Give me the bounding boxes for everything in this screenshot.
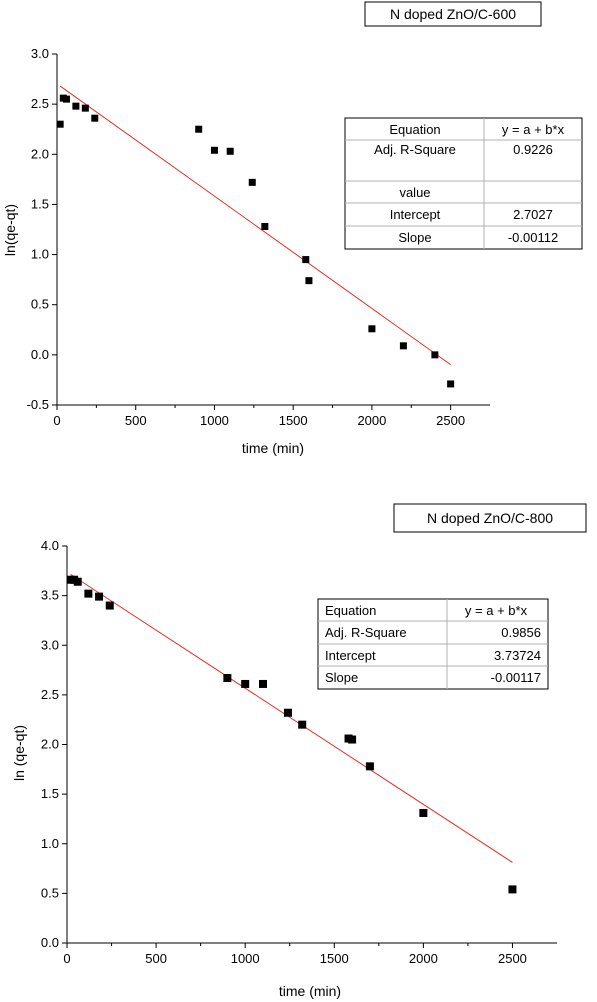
- data-point: [365, 762, 374, 771]
- data-point: [105, 601, 114, 610]
- data-point: [248, 178, 256, 186]
- y-tick-label: 2.5: [31, 96, 49, 111]
- x-tick-label: 1500: [320, 951, 349, 966]
- data-point: [195, 125, 203, 133]
- data-point: [298, 720, 307, 729]
- data-point: [210, 146, 218, 154]
- data-point: [508, 885, 517, 894]
- chart-n-doped-600: N doped ZnO/C-600 0 500 1000 1500 2000 2500 -…: [2, 1, 583, 456]
- y-tick-label: 1.0: [31, 247, 49, 262]
- x-tick-label: 2500: [498, 951, 527, 966]
- data-point: [62, 95, 70, 103]
- x-tick-label: 1000: [231, 951, 260, 966]
- chart-n-doped-800: N doped ZnO/C-800 0 500 1000 1500 2000 2500 0…: [11, 503, 587, 999]
- y-tick-label: 1.5: [31, 196, 49, 211]
- data-point: [305, 277, 313, 285]
- fit-line-group: [70, 573, 513, 863]
- data-point: [259, 679, 267, 688]
- chart-title: N doped ZnO/C-800: [427, 510, 553, 526]
- fit-table-cell: Slope: [325, 670, 358, 685]
- data-point: [302, 256, 310, 264]
- fit-table-cell: 3.73724: [494, 648, 541, 663]
- x-ticks: 0 500 1000 1500 2000 2500: [53, 405, 465, 428]
- fit-table-cell: 2.7027: [513, 207, 553, 222]
- fit-table-cell: y = a + b*x: [502, 122, 565, 137]
- y-tick-label: -0.5: [27, 397, 49, 412]
- fit-table-cell: Equation: [389, 122, 440, 137]
- x-axis-title: time (min): [242, 440, 304, 456]
- fit-table-cell: Adj. R-Square: [325, 625, 407, 640]
- data-point: [226, 147, 234, 155]
- y-tick-label: 4.0: [41, 538, 59, 553]
- fit-table-cell: value: [399, 185, 430, 200]
- data-point: [283, 708, 292, 717]
- y-tick-label: 3.5: [41, 588, 59, 603]
- fit-table-cell: Slope: [398, 230, 431, 245]
- data-point: [95, 592, 104, 601]
- x-tick-label: 2000: [357, 413, 386, 428]
- title-box: [393, 503, 587, 533]
- data-point: [84, 589, 93, 598]
- x-tick-label: 500: [125, 413, 147, 428]
- fit-table-cell: -0.00112: [508, 230, 558, 245]
- fit-table-cell: y = a + b*x: [465, 603, 528, 618]
- data-point: [241, 679, 250, 688]
- y-axis-title: ln(qe-qt): [2, 204, 18, 256]
- chart-title: N doped ZnO/C-600: [390, 6, 516, 22]
- title-box: [364, 1, 542, 27]
- data-point: [73, 577, 82, 586]
- y-tick-label: 2.0: [41, 737, 59, 752]
- fit-table-cell: Intercept: [325, 648, 376, 663]
- data-point: [56, 120, 64, 128]
- x-tick-label: 2000: [409, 951, 438, 966]
- data-point: [223, 674, 232, 683]
- data-point: [81, 104, 89, 112]
- y-ticks: -0.5 0.0 0.5 1.0 1.5 2.0 2.5 3.0: [27, 46, 57, 412]
- y-tick-label: 3.0: [41, 637, 59, 652]
- y-tick-label: 0.0: [31, 347, 49, 362]
- y-tick-label: 2.0: [31, 146, 49, 161]
- data-point: [419, 808, 428, 817]
- x-tick-label: 1500: [279, 413, 308, 428]
- data-points: [56, 94, 455, 388]
- y-tick-label: 3.0: [31, 46, 49, 61]
- data-point: [399, 342, 407, 350]
- fit-table-cell: 0.9226: [513, 142, 553, 157]
- y-tick-label: 0.5: [41, 885, 59, 900]
- y-tick-label: 1.5: [41, 786, 59, 801]
- y-tick-label: 0.5: [31, 297, 49, 312]
- x-tick-label: 2500: [436, 413, 465, 428]
- x-tick-label: 0: [63, 951, 70, 966]
- data-point: [368, 325, 376, 333]
- data-points: [66, 575, 517, 894]
- fit-line-group: [59, 85, 451, 366]
- data-point: [72, 102, 80, 110]
- x-tick-label: 500: [145, 951, 167, 966]
- data-point: [431, 351, 439, 359]
- x-tick-label: 1000: [200, 413, 229, 428]
- data-point: [261, 222, 269, 230]
- data-point: [447, 380, 455, 388]
- fit-table: Equation y = a + b*x Adj. R-Square 0.985…: [317, 598, 549, 690]
- y-tick-label: 1.0: [41, 836, 59, 851]
- x-tick-label: 0: [53, 413, 60, 428]
- x-axis-title: time (min): [279, 983, 341, 999]
- x-ticks: 0 500 1000 1500 2000 2500: [63, 943, 527, 966]
- y-tick-label: 2.5: [41, 687, 59, 702]
- fit-table-cell: Intercept: [390, 207, 441, 222]
- fit-line: [70, 573, 513, 863]
- fit-table: Equation y = a + b*x Adj. R-Square 0.922…: [344, 117, 583, 250]
- data-point: [348, 735, 357, 744]
- fit-table-cell: Equation: [325, 603, 376, 618]
- fit-table-cell: 0.9856: [501, 625, 541, 640]
- fit-table-cell: Adj. R-Square: [374, 142, 456, 157]
- data-point: [91, 114, 99, 122]
- fit-line: [59, 85, 451, 366]
- y-ticks: 0.0 0.5 1.0 1.5 2.0 2.5 3.0 3.5 4.0: [41, 538, 67, 950]
- fit-table-cell: -0.00117: [491, 670, 541, 685]
- y-axis-title: ln (qe-qt): [11, 725, 27, 781]
- y-tick-label: 0.0: [41, 935, 59, 950]
